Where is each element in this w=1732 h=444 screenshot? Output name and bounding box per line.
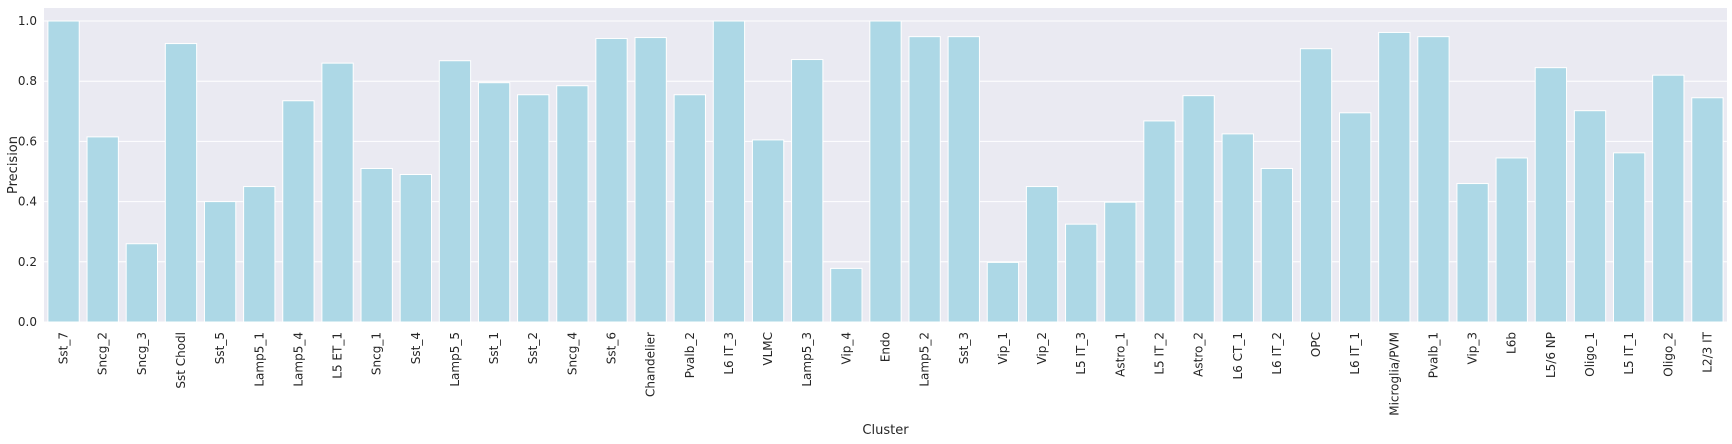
x-tick-label: L5/6 NP: [1544, 332, 1558, 378]
bar: [712, 20, 746, 323]
x-tick-label: Oligo_1: [1583, 332, 1597, 377]
bar: [86, 136, 119, 323]
bar: [869, 20, 902, 323]
bar: [1299, 48, 1333, 323]
x-tick-label: L6 IT_3: [722, 332, 736, 375]
x-tick-label: Lamp5_1: [252, 332, 266, 387]
bar: [360, 167, 393, 323]
bar: [673, 94, 706, 323]
x-tick-label: L5 IT_2: [1152, 332, 1166, 375]
y-tick-label: 1.0: [18, 14, 37, 28]
x-tick-label: Sst_7: [57, 332, 71, 364]
x-tick-label: Vip_4: [839, 332, 853, 365]
bars: [47, 20, 1724, 323]
x-tick-label: L5 IT_3: [1074, 332, 1088, 375]
bar: [1612, 152, 1646, 323]
x-tick-label: Astro_2: [1192, 332, 1206, 377]
x-tick-label: Sncg_4: [565, 332, 579, 375]
bar: [1417, 36, 1450, 323]
bar: [1573, 110, 1607, 323]
bar: [477, 82, 511, 323]
x-tick-label: Vip_3: [1466, 332, 1480, 365]
bar: [1025, 186, 1059, 323]
x-tick-label: Lamp5_2: [918, 332, 932, 387]
x-tick-label: Sst Chodl: [174, 332, 188, 389]
y-tick-label: 0.6: [18, 134, 37, 148]
bar: [1221, 133, 1254, 323]
y-tick-label: 0.2: [18, 255, 37, 269]
y-tick-label: 0.8: [18, 74, 37, 88]
x-tick-label: L6 IT_2: [1270, 332, 1284, 375]
bar: [830, 267, 863, 323]
bar: [595, 37, 628, 323]
x-tick-label: L6 CT_1: [1231, 332, 1245, 379]
bar: [791, 59, 824, 323]
x-tick-label: Oligo_2: [1661, 332, 1675, 377]
bar: [517, 94, 550, 323]
bar: [1378, 31, 1411, 323]
x-axis-label: Cluster: [862, 423, 909, 438]
x-tick-label: L6 IT_1: [1348, 332, 1362, 375]
x-tick-label: L6b: [1505, 332, 1519, 354]
bar: [1456, 183, 1489, 323]
bar: [751, 139, 785, 323]
x-tick-label: Astro_1: [1113, 332, 1127, 377]
bar: [634, 37, 667, 323]
x-tick-label: Endo: [879, 332, 893, 362]
x-tick-label: Pvalb_2: [683, 332, 697, 378]
x-tick-label: L5 ET_1: [331, 332, 345, 379]
bar: [282, 100, 315, 323]
bar: [1104, 201, 1137, 323]
bar: [1534, 67, 1568, 323]
bar: [1495, 157, 1528, 323]
x-tick-label: Sst_5: [213, 332, 227, 364]
bar: [986, 261, 1020, 323]
bar: [243, 186, 276, 323]
x-tick-label: Lamp5_5: [448, 332, 462, 387]
bar: [399, 174, 432, 323]
x-tick-label: Sst_4: [409, 332, 423, 364]
bar: [1065, 223, 1098, 323]
bar: [164, 43, 198, 323]
bar: [1652, 74, 1685, 323]
y-axis-label: Precision: [6, 136, 21, 194]
x-tick-label: Vip_2: [1035, 332, 1049, 365]
x-tick-label: Microglia/PVM: [1387, 332, 1401, 416]
x-tick-label: Vip_1: [996, 332, 1010, 365]
x-tick-label: OPC: [1309, 332, 1323, 357]
x-tick-label: Sst_2: [526, 332, 540, 364]
x-tick-label: Lamp5_4: [291, 332, 305, 387]
x-tick-label: Sncg_2: [96, 332, 110, 375]
x-tick-label: Sst_6: [605, 332, 619, 364]
x-tick-label: Sncg_1: [370, 332, 384, 375]
bar: [438, 60, 472, 323]
y-axis-ticks: 0.0 0.2 0.4 0.6 0.8 1.0: [18, 14, 37, 329]
x-tick-label: Sst_3: [957, 332, 971, 364]
x-axis-ticks: Sst_7 Sncg_2 Sncg_3 Sst Chodl Sst_5 Lamp5_1 La…: [57, 331, 1715, 415]
bar: [203, 201, 237, 323]
y-tick-label: 0.4: [18, 195, 37, 209]
bar: [1339, 112, 1372, 323]
bar: [125, 243, 159, 323]
x-tick-label: Sst_1: [487, 332, 501, 364]
x-tick-label: Lamp5_3: [800, 332, 814, 387]
bar: [1143, 120, 1176, 323]
bar: [47, 20, 80, 323]
bar: [908, 36, 941, 323]
bar: [556, 85, 589, 323]
x-tick-label: L2/3 IT: [1700, 331, 1714, 372]
x-tick-label: Pvalb_1: [1426, 332, 1440, 378]
bar: [321, 62, 354, 323]
x-tick-label: VLMC: [761, 332, 775, 366]
x-tick-label: Sncg_3: [135, 332, 149, 375]
y-tick-label: 0.0: [18, 315, 37, 329]
bar: [1182, 95, 1215, 323]
bar: [1260, 167, 1294, 323]
x-tick-label: Chandelier: [644, 332, 658, 397]
bar: [947, 36, 980, 323]
x-tick-label: L5 IT_1: [1622, 332, 1636, 375]
bar: [1691, 97, 1724, 323]
